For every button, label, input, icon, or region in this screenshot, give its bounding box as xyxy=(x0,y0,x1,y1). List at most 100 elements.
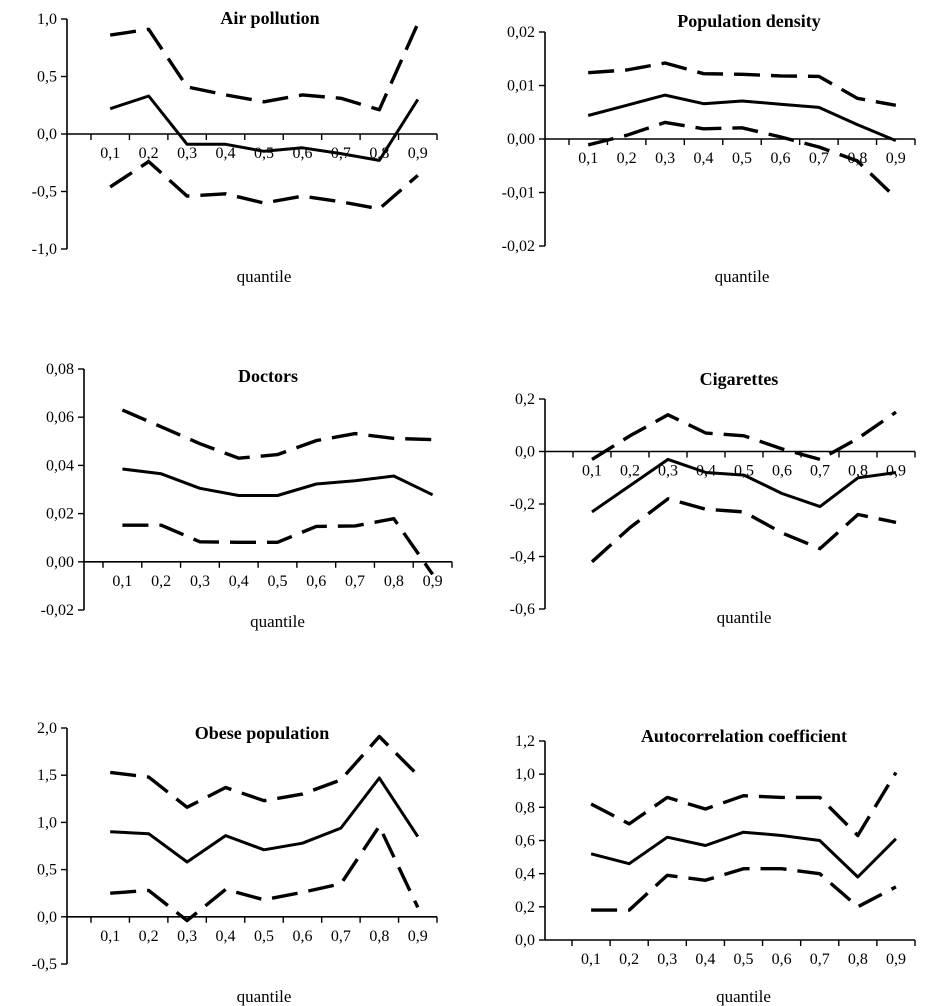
y-tick-label: 0,5 xyxy=(37,862,57,879)
x-tick-label: 0,3 xyxy=(177,928,197,945)
chart-title: Population density xyxy=(677,11,821,31)
y-tick-label: 1,2 xyxy=(515,733,535,750)
x-axis-label: quantile xyxy=(237,267,292,286)
estimate-line-1 xyxy=(110,776,420,864)
chart-panel-3: Doctors -0,02 0,00 0,02 0,04 0,06 0,08 0,1 0,2 0,… xyxy=(41,361,453,631)
x-tick-label: 0,6 xyxy=(772,951,792,968)
estimate-line-1 xyxy=(109,94,420,162)
chart-title: Doctors xyxy=(238,366,298,386)
x-tick-label: 0,1 xyxy=(100,928,120,945)
x-axis-label: quantile xyxy=(717,608,772,627)
estimate-line-1 xyxy=(122,467,434,497)
y-tick-label: 0,8 xyxy=(515,799,535,816)
x-tick-label: 0,1 xyxy=(100,145,120,162)
confidence-band-line-2 xyxy=(590,771,898,838)
y-tick-label: 0,0 xyxy=(37,126,57,143)
estimate-line-1 xyxy=(591,457,897,514)
y-tick-label: 1,0 xyxy=(37,814,57,831)
chart-panel-2: Population density -0,02 -0,01 0,00 0,01 0,02… xyxy=(502,11,916,286)
y-tick-label: -0,4 xyxy=(510,549,535,566)
x-tick-label: 0,3 xyxy=(190,573,210,590)
x-tick-label: 0,9 xyxy=(886,150,906,167)
confidence-band-line-3 xyxy=(109,159,419,211)
x-tick-label: 0,8 xyxy=(384,573,404,590)
y-tick-label: -0,6 xyxy=(510,601,535,618)
y-tick-label: 0,6 xyxy=(515,833,535,850)
x-tick-label: 0,1 xyxy=(582,463,602,480)
x-tick-label: 0,2 xyxy=(620,463,640,480)
x-tick-label: 0,3 xyxy=(655,150,675,167)
chart-title: Autocorrelation coefficient xyxy=(641,726,847,746)
confidence-band-line-3 xyxy=(122,517,434,576)
confidence-band-line-2 xyxy=(121,408,433,460)
x-tick-label: 0,6 xyxy=(306,573,326,590)
confidence-band-line-3 xyxy=(591,867,897,912)
x-tick-label: 0,9 xyxy=(886,951,906,968)
y-tick-label: 0,4 xyxy=(515,866,535,883)
x-tick-label: 0,1 xyxy=(581,951,601,968)
x-tick-label: 0,8 xyxy=(848,951,868,968)
x-tick-label: 0,1 xyxy=(112,573,132,590)
y-tick-label: 1,5 xyxy=(37,767,57,784)
x-tick-label: 0,9 xyxy=(408,928,428,945)
x-tick-label: 0,2 xyxy=(619,951,639,968)
x-tick-label: 0,7 xyxy=(810,463,830,480)
y-tick-label: 0,00 xyxy=(507,131,535,148)
y-tick-label: -1,0 xyxy=(32,241,57,258)
y-tick-label: -0,5 xyxy=(32,184,57,201)
x-tick-label: 0,4 xyxy=(216,928,236,945)
x-tick-label: 0,3 xyxy=(657,951,677,968)
x-tick-label: 0,7 xyxy=(810,951,830,968)
y-tick-label: -0,01 xyxy=(502,185,535,202)
x-tick-label: 0,6 xyxy=(770,150,790,167)
confidence-band-line-2 xyxy=(591,410,897,462)
y-tick-label: 0,0 xyxy=(515,444,535,461)
y-tick-label: 2,0 xyxy=(37,720,57,737)
y-tick-label: -0,02 xyxy=(41,602,74,619)
y-tick-label: 0,04 xyxy=(46,457,74,474)
x-tick-label: 0,4 xyxy=(694,150,714,167)
confidence-band-line-3 xyxy=(587,120,897,200)
x-tick-label: 0,5 xyxy=(254,145,274,162)
chart-panel-5: Obese population -0,5 0,0 0,5 1,0 1,5 2,0 0,1 0,… xyxy=(32,720,438,1006)
chart-panel-1: Air pollution -1,0 -0,5 0,0 0,5 1,0 0,1 0,2 0,3 0… xyxy=(32,8,438,286)
y-tick-label: 0,0 xyxy=(37,909,57,926)
y-tick-label: 0,2 xyxy=(515,391,535,408)
x-tick-label: 0,5 xyxy=(254,928,274,945)
x-tick-label: 0,9 xyxy=(423,573,443,590)
x-tick-label: 0,7 xyxy=(331,928,351,945)
x-tick-label: 0,5 xyxy=(268,573,288,590)
x-tick-label: 0,3 xyxy=(177,145,197,162)
y-tick-label: 0,02 xyxy=(507,24,535,41)
x-tick-label: 0,9 xyxy=(408,145,428,162)
y-tick-label: -0,02 xyxy=(502,238,535,255)
y-tick-label: 0,0 xyxy=(515,932,535,949)
x-tick-label: 0,4 xyxy=(695,951,715,968)
x-tick-label: 0,6 xyxy=(292,928,312,945)
y-tick-label: 0,01 xyxy=(507,78,535,95)
x-tick-label: 0,8 xyxy=(369,145,389,162)
x-tick-label: 0,1 xyxy=(578,150,598,167)
confidence-band-line-2 xyxy=(588,61,897,107)
confidence-band-line-3 xyxy=(110,824,420,923)
chart-panel-6: Autocorrelation coefficient 0,0 0,2 0,4 0,6 0… xyxy=(515,726,916,1006)
chart-title: Obese population xyxy=(195,723,330,743)
y-tick-label: 0,08 xyxy=(46,361,74,378)
x-axis-label: quantile xyxy=(715,267,770,286)
x-tick-label: 0,2 xyxy=(617,150,637,167)
x-tick-label: 0,5 xyxy=(734,951,754,968)
x-tick-label: 0,7 xyxy=(809,150,829,167)
y-tick-label: 1,0 xyxy=(515,766,535,783)
x-tick-label: 0,5 xyxy=(732,150,752,167)
x-tick-label: 0,6 xyxy=(772,463,792,480)
x-axis-label: quantile xyxy=(716,987,771,1006)
estimate-line-1 xyxy=(587,93,897,142)
chart-panel-4: Cigarettes-0,6-0,4-0,20,00,20,1 0,2 0,3 0,4… xyxy=(510,369,916,627)
y-tick-label: -0,2 xyxy=(510,496,535,513)
y-tick-label: 0,06 xyxy=(46,409,74,426)
x-tick-label: 0,4 xyxy=(229,573,249,590)
y-tick-label: 0,02 xyxy=(46,506,74,523)
x-tick-label: 0,8 xyxy=(369,928,389,945)
y-tick-label: 0,5 xyxy=(37,69,57,86)
